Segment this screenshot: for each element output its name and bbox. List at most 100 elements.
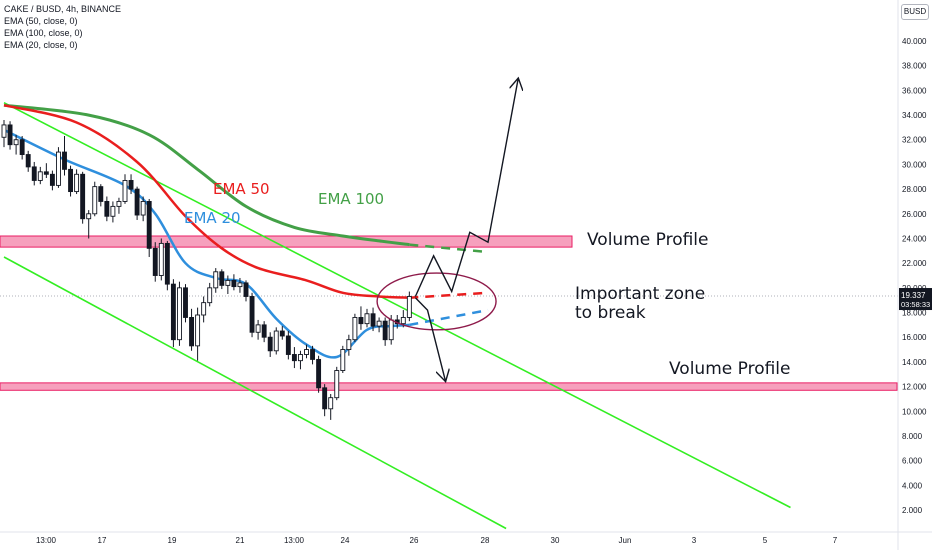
candle (285, 331, 291, 360)
candle-body (134, 188, 140, 216)
candle (213, 268, 219, 293)
chart-legend: CAKE / BUSD, 4h, BINANCE EMA (50, close,… (4, 3, 121, 51)
price-axis-tick-label: 12.000 (902, 383, 927, 392)
candle-body (37, 171, 43, 181)
candle (189, 308, 195, 351)
candle (231, 274, 237, 291)
candle (340, 345, 346, 374)
ema-lines (3, 103, 489, 359)
candle (13, 134, 19, 155)
candle-body (176, 287, 182, 341)
currency-badge[interactable]: BUSD (901, 4, 929, 20)
candle-body (249, 296, 255, 333)
candle (322, 384, 328, 417)
candle (273, 327, 279, 355)
candle-body (31, 166, 37, 181)
candle-body (273, 330, 279, 352)
price-axis-tick-label: 28.000 (902, 185, 927, 194)
bar-countdown: 03:58:33 (901, 300, 930, 309)
candle (376, 317, 382, 333)
price-axis-tick-label: 24.000 (902, 234, 927, 243)
candle-body (19, 139, 25, 155)
candle (304, 344, 309, 359)
candle-body (43, 171, 49, 175)
candle (328, 393, 334, 420)
candle-body (358, 317, 364, 325)
candle (183, 284, 188, 323)
price-axis-tick-label: 10.000 (902, 407, 927, 416)
price-axis-tick-label: 14.000 (902, 358, 927, 367)
candle-body (382, 320, 388, 341)
candle (346, 334, 352, 356)
time-axis-tick-label: 30 (551, 536, 560, 545)
candle (7, 121, 13, 150)
price-axis-tick-label: 22.000 (902, 259, 927, 268)
price-axis-tick-label: 8.000 (902, 432, 923, 441)
candle-body (92, 186, 98, 215)
candle (358, 306, 364, 330)
price-axis-tick-label: 40.000 (902, 37, 927, 46)
candle-body (140, 200, 146, 216)
price-axis-tick-label: 2.000 (902, 506, 923, 515)
time-axis-tick-label: 7 (833, 536, 838, 545)
candle-body (146, 200, 152, 249)
candle (152, 242, 158, 282)
candle (104, 196, 110, 222)
candle-body (225, 279, 231, 286)
candle-body (80, 173, 86, 220)
current-price-value: 19.337 (901, 291, 926, 300)
ema100-line (3, 103, 410, 247)
candle (382, 317, 388, 346)
time-axis-tick-label: 24 (341, 536, 350, 545)
legend-symbol[interactable]: CAKE / BUSD, 4h, BINANCE (4, 4, 122, 14)
candle-body (86, 213, 92, 220)
candle (49, 170, 55, 191)
time-axis-tick-label: 13:00 (284, 536, 305, 545)
candle (176, 281, 182, 346)
time-axis-tick-label: 21 (236, 536, 245, 545)
candle-body (291, 354, 297, 362)
candle (128, 174, 134, 195)
price-axis-tick-label: 34.000 (902, 111, 927, 120)
candle-body (298, 354, 303, 362)
legend-ema100[interactable]: EMA (100, close, 0) (4, 28, 83, 38)
ema50-line (3, 103, 410, 299)
candle (352, 313, 358, 343)
candle-body (189, 317, 195, 347)
important-zone-ellipse (376, 272, 497, 331)
volume-profile-zone-lower (0, 382, 898, 391)
candle-body (201, 302, 207, 316)
candle (56, 147, 61, 188)
time-axis-tick-label: Jun (619, 536, 632, 545)
ema20-annotation: EMA 20 (184, 209, 241, 227)
candle (298, 350, 303, 370)
candle-body (183, 287, 188, 318)
candle (74, 169, 80, 195)
candle-body (267, 336, 273, 352)
current-price-tag (899, 288, 932, 311)
ema20-projection (409, 308, 489, 327)
price-axis-tick-label: 30.000 (902, 160, 927, 169)
candle (237, 277, 243, 293)
legend-ema20[interactable]: EMA (20, close, 0) (4, 40, 78, 50)
candle-body (352, 317, 358, 341)
candle-body (13, 139, 19, 146)
candle-body (195, 314, 201, 347)
candle (92, 181, 98, 217)
candle-body (98, 186, 104, 202)
candle (122, 174, 128, 204)
candle (19, 136, 25, 160)
candle-body (116, 200, 122, 207)
candle (98, 184, 104, 207)
candle (116, 197, 122, 214)
candle-body (122, 180, 128, 202)
legend-ema50[interactable]: EMA (50, close, 0) (4, 16, 78, 26)
price-axis-tick-label: 16.000 (902, 333, 927, 342)
candle-body (261, 324, 267, 338)
candle-body (334, 370, 340, 399)
candle-body (7, 124, 13, 146)
candle (249, 292, 255, 338)
